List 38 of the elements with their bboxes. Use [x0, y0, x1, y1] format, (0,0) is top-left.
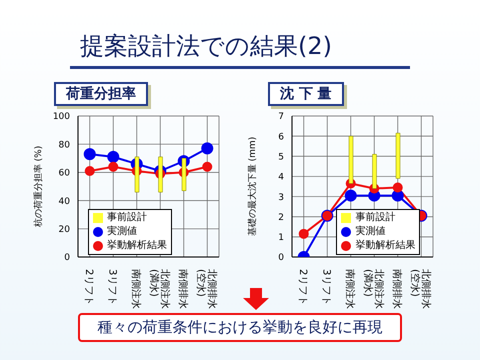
y-axis-title: 杭の荷重分担率 (%)	[33, 146, 44, 228]
x-tick-label: 南側注水	[344, 269, 356, 309]
x-tick-label: 3リフト	[106, 269, 118, 306]
x-tick-label: 南側注水	[130, 269, 142, 309]
legend-label: 挙動解析結果	[355, 239, 416, 253]
legend-label: 挙動解析結果	[107, 239, 167, 253]
y-tick-label: 4	[278, 172, 284, 183]
x-tick-label: 南側排水	[390, 269, 403, 309]
chart-title: 沈 下 量	[268, 82, 344, 106]
legend-label: 事前設計	[107, 211, 147, 225]
y-tick-label: 40	[58, 196, 70, 207]
y-tick-label: 1	[278, 233, 284, 244]
legend-label: 実測値	[355, 225, 386, 239]
x-tick-label: 3リフト	[320, 269, 332, 306]
x-tick-label: 南側排水	[176, 269, 189, 309]
y-tick-label: 100	[52, 112, 70, 122]
x-tick-label: 北側排水(空水)	[194, 269, 218, 309]
y-tick-label: 3	[278, 192, 284, 203]
y-tick-label: 2	[278, 212, 284, 223]
y-tick-label: 60	[58, 168, 70, 179]
legend-label: 事前設計	[355, 211, 396, 225]
x-tick-label: 2リフト	[296, 269, 308, 306]
chart-subtitle: 荷重分担率	[54, 82, 148, 106]
x-tick-label: 北側注水(満水)	[362, 269, 385, 309]
y-tick-label: 5	[278, 152, 284, 162]
y-tick-label: 80	[58, 140, 70, 150]
x-tick-label: 北側排水(空水)	[408, 269, 432, 309]
chart-title: 提案設計法での結果(2)	[80, 31, 332, 62]
x-tick-label: 2リフト	[82, 269, 94, 306]
text: 種々の荷重条件における挙動を良好に再現	[78, 313, 402, 342]
y-tick-label: 20	[58, 224, 70, 235]
x-tick-label: 北側注水(満水)	[148, 269, 171, 309]
y-tick-label: 0	[64, 253, 70, 264]
y-tick-label: 0	[278, 253, 284, 264]
legend-label: 実測値	[107, 225, 137, 239]
y-tick-label: 7	[278, 112, 284, 122]
y-tick-label: 6	[278, 132, 284, 142]
y-axis-title: 基礎の最大沈下量 (mm)	[247, 136, 258, 236]
